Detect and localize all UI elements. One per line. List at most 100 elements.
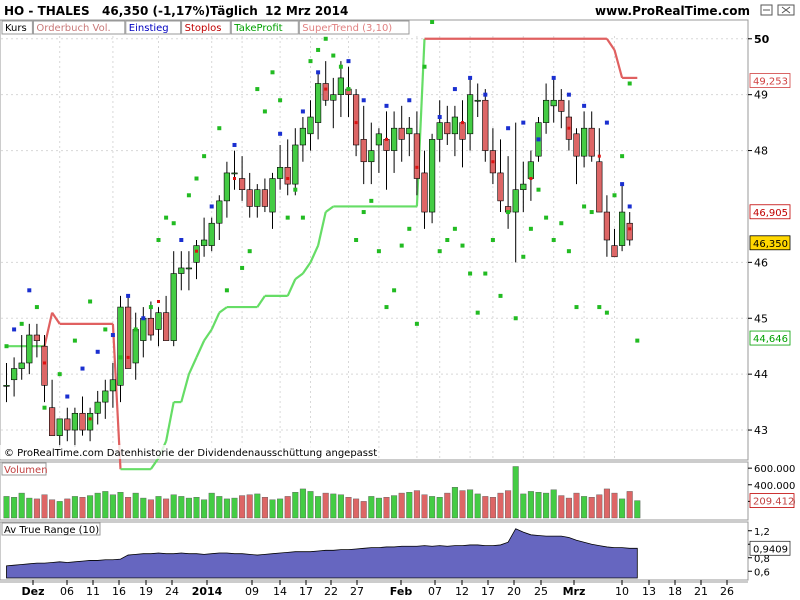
candle-body xyxy=(618,211,626,246)
window-toggle-icon[interactable] xyxy=(760,4,773,16)
chart-symbol: HO - THALES xyxy=(4,4,90,18)
candle-body xyxy=(231,172,238,175)
candle-body xyxy=(117,306,124,386)
candle xyxy=(466,77,474,151)
candle xyxy=(512,122,519,263)
takeprofit-point xyxy=(468,271,473,276)
toolbar-tab-5[interactable]: SuperTrend (3,10) xyxy=(302,23,392,34)
toolbar-tab-4[interactable]: TakeProfit xyxy=(233,23,282,34)
x-tick-label: 17 xyxy=(481,585,495,598)
volume-bar xyxy=(596,494,603,519)
volume-bar xyxy=(284,496,291,519)
toolbar-tab-2[interactable]: Einstieg xyxy=(129,23,169,34)
takeprofit-point xyxy=(338,64,343,69)
entry-point xyxy=(80,366,85,371)
volume-bar xyxy=(307,491,314,519)
volume-bar xyxy=(292,492,299,519)
takeprofit-point xyxy=(354,238,359,242)
candle xyxy=(41,335,48,403)
window-close-icon[interactable] xyxy=(777,4,795,16)
volume-bar xyxy=(140,497,147,519)
candle-body xyxy=(147,317,155,336)
volume-bar xyxy=(322,492,329,519)
toolbar-tab-0[interactable]: Kurs xyxy=(5,23,27,34)
candle-body xyxy=(292,144,299,185)
volume-bar xyxy=(49,499,56,519)
toolbar-tab-1[interactable]: Orderbuch Vol. xyxy=(36,23,110,34)
candle-body xyxy=(170,273,177,341)
candle-body xyxy=(390,127,398,151)
candle xyxy=(216,195,223,240)
entry-point xyxy=(521,120,526,125)
candle-body xyxy=(337,77,345,95)
x-tick-label: 21 xyxy=(694,585,708,598)
x-tick-label: Feb xyxy=(390,585,413,598)
candle xyxy=(580,111,588,168)
volume-bar xyxy=(634,500,641,519)
takeprofit-point xyxy=(224,288,229,293)
candle xyxy=(413,111,421,196)
x-tick-label: 24 xyxy=(165,585,179,598)
candle-body xyxy=(558,99,565,112)
price-tick-label: 48 xyxy=(754,145,768,158)
supertrend-segment xyxy=(165,401,175,442)
volume-bar xyxy=(619,498,626,519)
volume-bar xyxy=(315,496,322,519)
candle-body xyxy=(178,267,185,274)
candle-body xyxy=(193,245,200,263)
candle-body xyxy=(368,150,375,163)
candle xyxy=(292,128,299,196)
stoploss-point xyxy=(385,137,388,141)
volume-bar xyxy=(550,489,557,519)
entry-point xyxy=(437,115,442,120)
entry-point xyxy=(551,75,556,80)
price-tick-label: 43 xyxy=(754,424,768,437)
candle-body xyxy=(41,345,48,386)
atr-tick-label: 0,8 xyxy=(754,554,770,565)
candle xyxy=(550,77,557,123)
stoploss-point xyxy=(157,299,160,303)
volume-bar xyxy=(117,492,124,519)
entry-point xyxy=(300,109,305,114)
takeprofit-point xyxy=(133,327,138,332)
volume-bar xyxy=(391,495,398,519)
candle xyxy=(94,390,101,425)
takeprofit-point xyxy=(323,36,328,41)
x-tick-label: 27 xyxy=(350,585,364,598)
toolbar-tab-box xyxy=(1,20,33,35)
candle-body xyxy=(459,122,466,140)
candle-body xyxy=(87,412,94,431)
takeprofit-point xyxy=(452,226,457,231)
candle xyxy=(299,117,307,162)
volume-bar xyxy=(208,492,215,519)
takeprofit-point xyxy=(612,193,617,198)
price-tick-label: 44 xyxy=(754,368,768,381)
takeprofit-point xyxy=(430,20,435,24)
candle xyxy=(588,111,595,162)
takeprofit-point xyxy=(392,288,397,293)
volume-bar xyxy=(109,494,116,519)
stoploss-point xyxy=(88,417,92,421)
x-tick-label: 16 xyxy=(112,585,126,598)
candle-body xyxy=(482,99,489,151)
volume-bar xyxy=(94,492,101,519)
entry-point xyxy=(141,316,146,321)
price-label: 44,646 xyxy=(753,334,788,345)
supertrend-segment xyxy=(325,205,334,213)
takeprofit-point xyxy=(521,254,526,259)
volume-tick-label: 600.000 xyxy=(754,464,795,475)
takeprofit-point xyxy=(506,210,511,215)
volume-bar xyxy=(588,497,595,519)
takeprofit-point xyxy=(490,238,495,242)
x-tick-label: 13 xyxy=(642,585,656,598)
candle-body xyxy=(497,172,504,202)
candle-body xyxy=(527,161,534,179)
candle-body xyxy=(64,418,71,431)
price-label: 49,253 xyxy=(753,77,788,88)
toolbar-tab-3[interactable]: Stoplos xyxy=(185,23,222,34)
volume-bar xyxy=(345,497,352,519)
candle-body xyxy=(360,139,367,163)
x-tick-label: 2014 xyxy=(192,585,223,598)
candle-body xyxy=(512,189,519,213)
takeprofit-point xyxy=(202,154,207,159)
